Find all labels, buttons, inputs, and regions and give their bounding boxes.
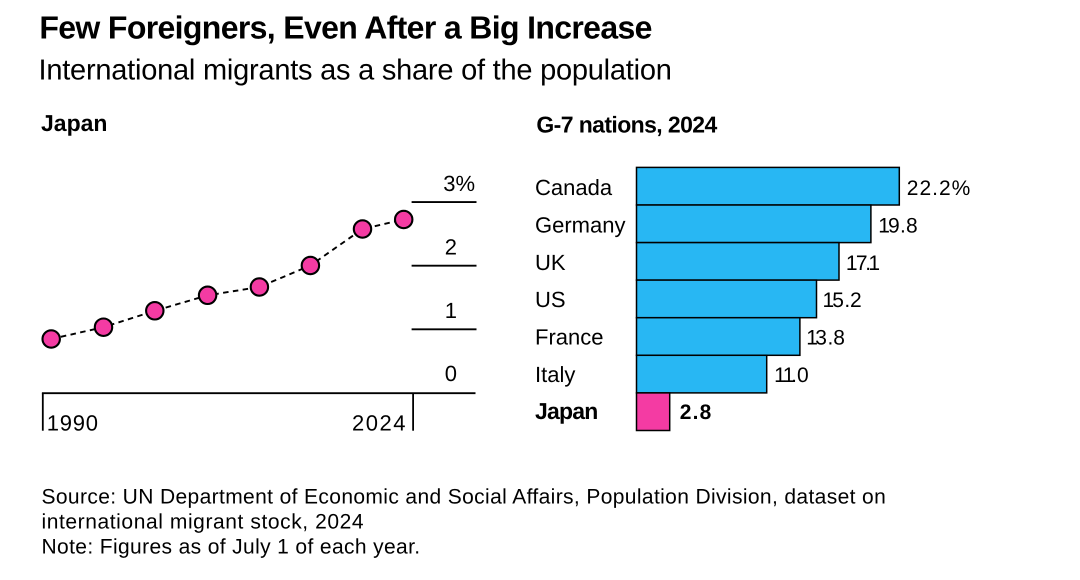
svg-text:2024: 2024 [352, 411, 407, 436]
svg-text:US: US [535, 287, 566, 312]
svg-text:Italy: Italy [535, 362, 575, 387]
svg-text:1990: 1990 [47, 411, 99, 436]
svg-text:UK: UK [535, 250, 566, 275]
svg-text:0: 0 [445, 361, 457, 386]
svg-text:2: 2 [445, 235, 457, 260]
svg-text:G-7 nations, 2024: G-7 nations, 2024 [536, 112, 717, 138]
svg-text:Japan: Japan [535, 398, 597, 424]
svg-text:France: France [535, 325, 603, 350]
svg-text:International migrants as a sh: International migrants as a share of the… [39, 55, 672, 87]
svg-text:17.1: 17.1 [846, 252, 880, 275]
svg-text:13.8: 13.8 [806, 327, 845, 350]
svg-text:1: 1 [445, 298, 457, 323]
svg-text:Note: Figures as of July 1 of: Note: Figures as of July 1 of each year. [42, 536, 421, 559]
svg-text:11.0: 11.0 [774, 364, 809, 387]
svg-text:Germany: Germany [535, 212, 625, 237]
svg-text:Source: UN Department of Econo: Source: UN Department of Economic and So… [42, 486, 887, 509]
svg-text:Canada: Canada [535, 175, 613, 200]
svg-text:19.8: 19.8 [878, 214, 917, 237]
svg-text:international migrant stock, 2: international migrant stock, 2024 [42, 511, 365, 534]
svg-text:22.2%: 22.2% [907, 177, 972, 200]
svg-text:15.2: 15.2 [823, 289, 862, 312]
svg-text:2.8: 2.8 [680, 401, 713, 424]
svg-text:Japan: Japan [41, 110, 107, 136]
svg-text:Few Foreigners, Even After a B: Few Foreigners, Even After a Big Increas… [39, 10, 651, 46]
svg-text:3%: 3% [443, 171, 475, 196]
